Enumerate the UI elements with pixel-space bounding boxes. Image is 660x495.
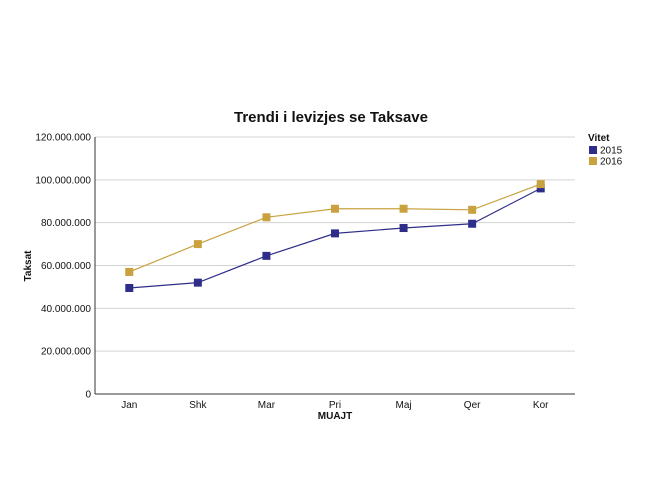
data-point-2016 xyxy=(331,204,339,213)
y-tick-label: 40.000.000 xyxy=(41,304,91,315)
data-point-2016 xyxy=(536,180,545,189)
x-tick-label: Maj xyxy=(396,400,412,411)
y-tick-labels: 0 20.000.000 40.000.000 60.000.000 80.000.00… xyxy=(35,133,91,401)
gridlines xyxy=(95,136,575,352)
data-point-2015 xyxy=(399,224,408,233)
legend-label: 2016 xyxy=(600,157,623,168)
x-tick-label: Pri xyxy=(329,400,341,411)
x-tick-label: Qer xyxy=(464,400,481,411)
x-tick-labels: Jan Shk Mar Pri Maj Qer Kor xyxy=(121,400,549,411)
legend-label: 2015 xyxy=(600,146,623,157)
data-point-2016 xyxy=(399,204,408,213)
data-point-2015 xyxy=(193,278,202,287)
data-point-2016 xyxy=(262,213,271,222)
data-point-2016 xyxy=(125,267,134,276)
x-tick-label: Jan xyxy=(121,400,137,411)
legend-swatch xyxy=(589,157,597,165)
series-group xyxy=(125,180,545,292)
data-point-2015 xyxy=(262,251,271,260)
y-tick-label: 100.000.000 xyxy=(35,175,91,186)
data-point-2016 xyxy=(468,205,477,214)
legend-title: Vitet xyxy=(588,133,610,144)
x-tick-label: Shk xyxy=(189,400,207,411)
y-tick-label: 20.000.000 xyxy=(41,347,91,358)
y-tick-label: 60.000.000 xyxy=(41,261,91,272)
data-point-2015 xyxy=(536,184,545,193)
data-point-2015 xyxy=(468,219,477,228)
y-tick-label: 0 xyxy=(85,390,91,401)
series-line-2015 xyxy=(129,187,541,289)
series-line-2016 xyxy=(129,183,541,273)
y-tick-label: 80.000.000 xyxy=(41,218,91,229)
data-point-2015 xyxy=(125,283,134,292)
axes xyxy=(94,137,575,395)
y-tick-label: 120.000.000 xyxy=(35,133,91,144)
x-tick-label: Kor xyxy=(533,400,549,411)
x-tick-label: Mar xyxy=(258,400,276,411)
legend-swatch xyxy=(589,146,597,154)
x-axis-label: MUAJT xyxy=(318,411,352,422)
y-axis-label: Taksat xyxy=(23,250,34,282)
data-point-2016 xyxy=(193,240,202,249)
data-point-2015 xyxy=(331,229,339,238)
chart-title: Trendi i levizjes se Taksave xyxy=(234,109,428,126)
